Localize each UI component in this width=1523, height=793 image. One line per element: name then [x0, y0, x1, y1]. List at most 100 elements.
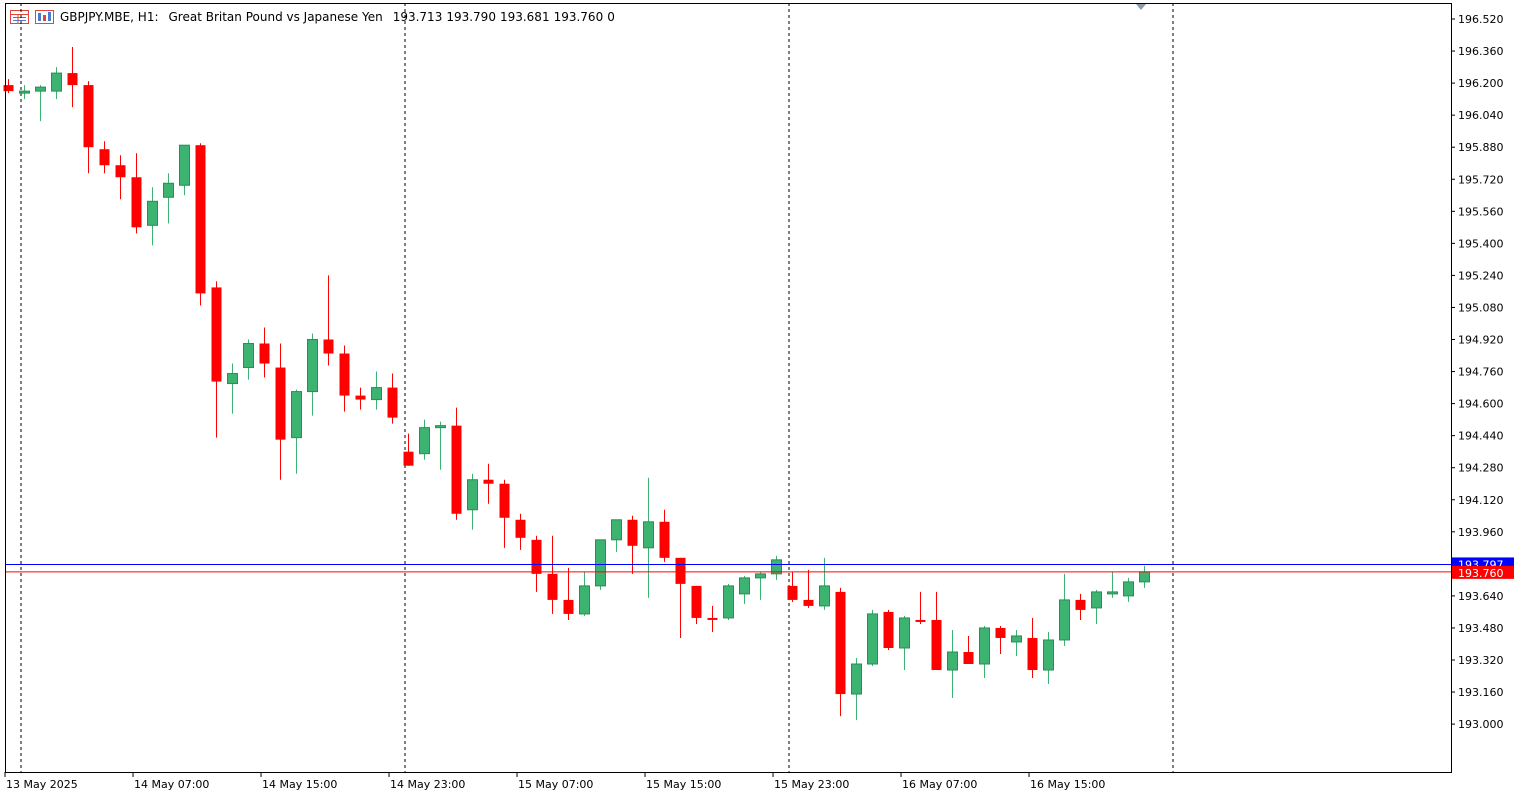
plot-frame	[5, 3, 1452, 773]
candle-body	[739, 577, 750, 595]
candle-body	[1139, 571, 1150, 583]
y-tick-label: 196.040	[1458, 109, 1504, 122]
ohlc-high: 193.790	[446, 10, 496, 24]
y-tick-label: 196.200	[1458, 77, 1504, 90]
candle-body	[195, 145, 206, 294]
y-tick-label: 194.600	[1458, 398, 1504, 411]
candle-body	[3, 85, 14, 92]
x-tick-label: 13 May 2025	[6, 778, 78, 791]
candle-body	[1011, 635, 1022, 643]
candle-body	[387, 387, 398, 418]
candle-body	[323, 339, 334, 354]
chart-shift-marker	[1136, 4, 1146, 10]
candle-body	[355, 395, 366, 400]
y-tick-label: 193.960	[1458, 526, 1504, 539]
y-tick-label: 193.000	[1458, 718, 1504, 731]
candle-body	[467, 479, 478, 511]
y-tick-label: 196.520	[1458, 13, 1504, 26]
candle-body	[595, 539, 606, 587]
candle-body	[643, 521, 654, 549]
candles	[3, 47, 1150, 721]
bid-price-label: 193.760	[1458, 567, 1504, 580]
x-tick-label: 15 May 15:00	[646, 778, 721, 791]
candle-body	[1123, 581, 1134, 597]
candle-body	[995, 627, 1006, 638]
candle-body	[691, 585, 702, 618]
candle-body	[867, 613, 878, 665]
candle-body	[723, 585, 734, 619]
candle-body	[275, 367, 286, 440]
x-tick-label: 14 May 15:00	[262, 778, 337, 791]
ohlc-volume: 0	[607, 10, 615, 24]
candle-body	[1043, 639, 1054, 671]
candle-body	[1059, 599, 1070, 641]
candle-body	[803, 599, 814, 606]
candle-body	[979, 627, 990, 665]
candle-body	[147, 200, 158, 226]
candle-body	[707, 617, 718, 620]
x-tick-label: 15 May 07:00	[518, 778, 593, 791]
y-tick-label: 194.280	[1458, 462, 1504, 475]
ohlc-close: 193.760	[553, 10, 604, 24]
y-tick-label: 195.400	[1458, 237, 1504, 250]
candle-body	[211, 287, 222, 382]
y-tick-label: 195.080	[1458, 301, 1504, 314]
grid-lines	[20, 3, 1174, 772]
price-lines	[5, 563, 1451, 573]
candle-body	[307, 339, 318, 393]
bid-price-tag	[1452, 565, 1514, 579]
x-tick-label: 14 May 23:00	[390, 778, 465, 791]
axis-labels: 196.520 196.360 196.200 196.040 195.880 195.7…	[6, 13, 1514, 791]
y-tick-label: 194.920	[1458, 334, 1504, 347]
chart-icon[interactable]	[35, 10, 54, 24]
candle-body	[19, 90, 30, 94]
candle-body	[931, 619, 942, 671]
candle-body	[403, 451, 414, 466]
y-tick-label: 193.640	[1458, 590, 1504, 603]
candle-body	[99, 149, 110, 166]
candle-body	[851, 663, 862, 695]
candle-body	[371, 387, 382, 401]
candle-body	[35, 86, 46, 92]
candle-body	[339, 353, 350, 396]
candle-body	[515, 519, 526, 538]
table-icon[interactable]	[10, 10, 29, 24]
y-tick-label: 193.320	[1458, 654, 1504, 667]
x-tick-label: 16 May 07:00	[902, 778, 977, 791]
candle-body	[243, 343, 254, 369]
chart-header: GBPJPY.MBE, H1: Great Britan Pound vs Ja…	[10, 8, 619, 26]
candle-body	[435, 425, 446, 429]
y-tick-label: 195.560	[1458, 205, 1504, 218]
candle-body	[819, 585, 830, 607]
candle-body	[451, 425, 462, 514]
axes	[4, 3, 1455, 777]
candle-body	[291, 391, 302, 439]
candle-body	[1091, 591, 1102, 609]
candle-body	[67, 73, 78, 86]
y-tick-label: 194.760	[1458, 366, 1504, 379]
candle-body	[547, 573, 558, 600]
candle-body	[659, 521, 670, 558]
symbol-description: Great Britan Pound vs Japanese Yen	[168, 10, 383, 24]
candle-body	[627, 519, 638, 546]
candle-body	[915, 619, 926, 622]
candle-body	[499, 483, 510, 518]
x-tick-label: 14 May 07:00	[134, 778, 209, 791]
candle-body	[755, 573, 766, 579]
candle-body	[947, 651, 958, 671]
x-tick-label: 16 May 15:00	[1030, 778, 1105, 791]
y-tick-label: 195.240	[1458, 269, 1504, 282]
candle-body	[259, 343, 270, 364]
ohlc-open: 193.713	[392, 10, 443, 24]
candle-body	[227, 373, 238, 385]
candle-body	[883, 611, 894, 648]
candle-body	[483, 479, 494, 484]
y-tick-label: 194.440	[1458, 430, 1504, 443]
candle-body	[83, 85, 94, 148]
symbol-timeframe: GBPJPY.MBE, H1:	[60, 10, 159, 24]
candle-body	[131, 177, 142, 228]
candle-body	[1075, 599, 1086, 610]
candle-body	[531, 539, 542, 574]
